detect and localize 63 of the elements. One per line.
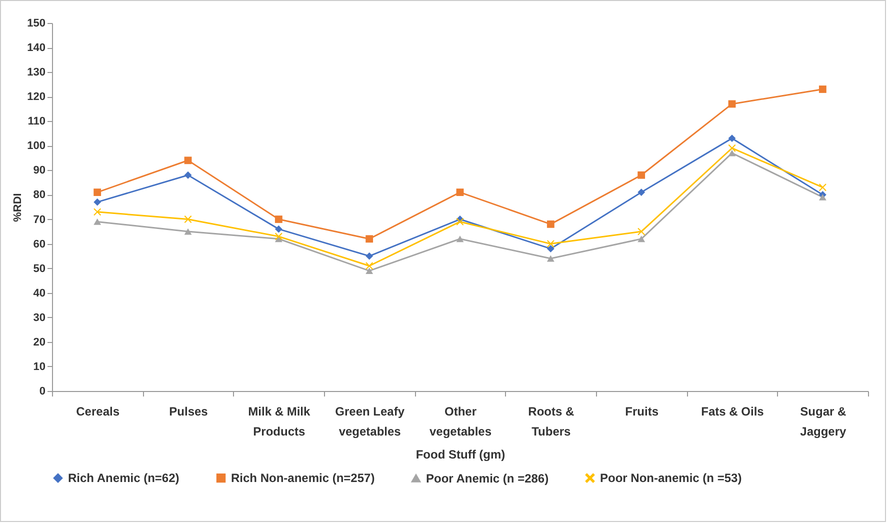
y-tick-label: 60 — [33, 238, 46, 250]
point — [456, 218, 464, 226]
x-tick-label: Sugar & Jaggery — [800, 404, 847, 438]
point — [366, 262, 374, 270]
y-tick-label: 70 — [33, 214, 46, 226]
legend-label: Poor Non-anemic (n =53) — [600, 471, 742, 486]
y-tick-label: 100 — [27, 140, 46, 152]
y-tick-label: 120 — [27, 91, 46, 104]
point — [546, 220, 554, 228]
point — [818, 86, 826, 93]
point — [638, 171, 646, 179]
point — [546, 240, 554, 248]
y-tick-label: 10 — [33, 360, 46, 373]
y-tick-label: 80 — [33, 189, 46, 202]
y-tick-label: 150 — [27, 18, 46, 30]
point — [94, 188, 102, 196]
point — [366, 252, 374, 260]
point — [184, 156, 192, 164]
point — [274, 232, 282, 240]
point — [184, 228, 192, 235]
point — [728, 134, 736, 142]
point — [546, 255, 554, 262]
point — [638, 228, 646, 236]
x-tick-label: Roots & Tubers — [528, 404, 574, 438]
point — [184, 216, 192, 223]
point — [638, 188, 646, 196]
point — [728, 150, 736, 156]
y-tick-label: 30 — [33, 312, 46, 324]
point — [94, 198, 102, 206]
point — [456, 188, 464, 196]
point — [456, 236, 464, 242]
x-tick-label: Pulses — [169, 404, 208, 418]
x-tick-label: Green Leafy vegetables — [335, 404, 405, 438]
x-tick-label: Other vegetables — [429, 404, 492, 438]
x-tick-label: Fruits — [625, 404, 659, 418]
point — [366, 235, 374, 243]
point — [546, 245, 554, 252]
point — [274, 216, 282, 223]
point — [728, 144, 736, 152]
point — [818, 194, 826, 200]
x-tick-label: Cereals — [76, 404, 120, 418]
y-tick-label: 90 — [33, 164, 46, 177]
y-tick-label: 50 — [33, 262, 46, 275]
point — [184, 171, 192, 179]
x-axis-title: Food Stuff (gm) — [416, 448, 506, 462]
legend-label: Rich Non-anemic (n=257) — [231, 471, 375, 486]
legend-label: Rich Anemic (n=62) — [68, 471, 180, 486]
point — [366, 268, 374, 274]
y-tick-label: 110 — [28, 116, 46, 128]
point — [274, 225, 282, 233]
y-tick-label: 140 — [27, 42, 46, 54]
x-tick-label: Fats & Oils — [701, 404, 764, 418]
point — [94, 208, 102, 216]
point — [638, 236, 646, 242]
point — [818, 184, 826, 192]
y-tick-label: 40 — [33, 287, 46, 300]
y-tick-label: 0 — [39, 386, 46, 398]
x-tick-label: Milk & Milk Products — [248, 404, 310, 438]
point — [94, 218, 102, 225]
legend-label: Poor Anemic (n =286) — [426, 471, 549, 486]
y-tick-label: 20 — [33, 336, 46, 348]
y-axis-title: %RDI — [12, 193, 24, 222]
y-tick-label: 130 — [27, 66, 46, 79]
